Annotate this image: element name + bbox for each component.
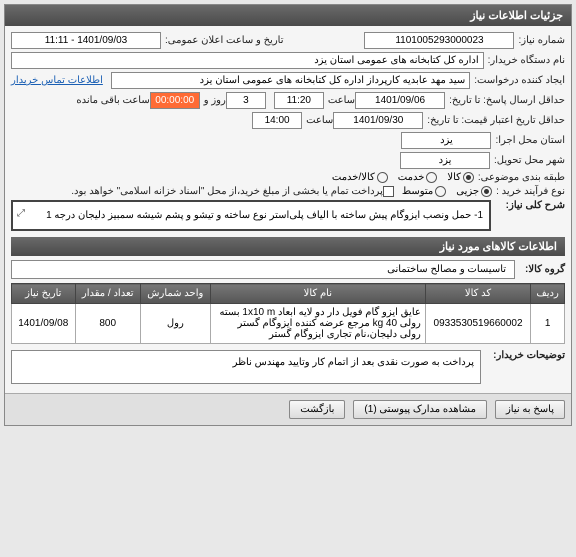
- field-group: تاسیسات و مصالح ساختمانی: [11, 260, 515, 279]
- field-overall-desc: ⤢ 1- حمل ونصب ایزوگام پیش ساخته با الیاف…: [11, 200, 491, 231]
- label-proc: نوع فرآیند خرید :: [496, 186, 565, 197]
- label-need-no: شماره نیاز:: [518, 35, 565, 46]
- label-deadline: حداقل ارسال پاسخ: تا تاریخ:: [449, 95, 565, 106]
- label-requester: ایجاد کننده درخواست:: [474, 75, 565, 86]
- field-validity-date: 1401/09/30: [333, 112, 423, 129]
- contact-link[interactable]: اطلاعات تماس خریدار: [11, 75, 103, 86]
- row-pack: طبقه بندی موضوعی: کالا خدمت کالا/خدمت: [11, 172, 565, 183]
- th-qty: تعداد / مقدار: [75, 284, 140, 304]
- radio-dot-icon: [481, 186, 492, 197]
- field-deliv-city: یزد: [400, 152, 490, 169]
- reply-button[interactable]: پاسخ به نیاز: [495, 400, 565, 419]
- cell-date: 1401/09/08: [12, 304, 76, 344]
- label-hour2: ساعت: [306, 115, 333, 126]
- cell-unit: رول: [140, 304, 210, 344]
- field-deadline-date: 1401/09/06: [355, 92, 445, 109]
- field-validity-time: 14:00: [252, 112, 302, 129]
- row-overall-desc: شرح کلی نیاز: ⤢ 1- حمل ونصب ایزوگام پیش …: [11, 200, 565, 231]
- field-remain: 00:00:00: [150, 92, 200, 109]
- label-ann-date: تاریخ و ساعت اعلان عمومی:: [165, 35, 284, 46]
- field-need-no: 1101005293000023: [364, 32, 514, 49]
- radio-pack-0[interactable]: کالا: [447, 172, 474, 183]
- radio-group-pack: کالا خدمت کالا/خدمت: [332, 172, 474, 183]
- cell-name: عایق ایزو گام فویل دار دو لایه ابعاد 1x1…: [210, 304, 425, 344]
- row-need-ann: شماره نیاز: 1101005293000023 تاریخ و ساع…: [11, 32, 565, 49]
- row-proc: نوع فرآیند خرید : جزیی متوسط پرداخت تمام…: [11, 186, 565, 197]
- field-buyer-notes: پرداخت به صورت نقدی بعد از اتمام کار وتا…: [11, 350, 481, 384]
- field-exec-prov: یزد: [401, 132, 491, 149]
- row-buyer-org: نام دستگاه خریدار: اداره کل کتابخانه های…: [11, 52, 565, 69]
- items-section-header: اطلاعات کالاهای مورد نیاز: [11, 237, 565, 256]
- label-hour1: ساعت: [328, 95, 355, 106]
- radio-pack-2[interactable]: کالا/خدمت: [332, 172, 388, 183]
- radio-dot-icon: [463, 172, 474, 183]
- label-days: روز و: [204, 95, 226, 106]
- row-group: گروه کالا: تاسیسات و مصالح ساختمانی: [11, 260, 565, 279]
- th-name: نام کالا: [210, 284, 425, 304]
- label-remain: ساعت باقی مانده: [76, 95, 149, 106]
- th-idx: ردیف: [531, 284, 565, 304]
- label-validity: حداقل تاریخ اعتبار قیمت: تا تاریخ:: [427, 115, 565, 126]
- label-buyer-org: نام دستگاه خریدار:: [488, 55, 565, 66]
- items-table: ردیف کد کالا نام کالا واحد شمارش تعداد /…: [11, 283, 565, 344]
- field-deadline-time: 11:20: [274, 92, 324, 109]
- row-buyer-notes: توضیحات خریدار: پرداخت به صورت نقدی بعد …: [11, 350, 565, 384]
- radio-proc-1[interactable]: متوسط: [402, 186, 446, 197]
- row-validity: حداقل تاریخ اعتبار قیمت: تا تاریخ: 1401/…: [11, 112, 565, 129]
- panel-title: جزئیات اطلاعات نیاز: [5, 5, 571, 26]
- radio-dot-icon: [435, 186, 446, 197]
- expand-icon[interactable]: ⤢: [17, 206, 25, 221]
- details-panel: جزئیات اطلاعات نیاز شماره نیاز: 11010052…: [4, 4, 572, 426]
- cell-qty: 800: [75, 304, 140, 344]
- cell-idx: 1: [531, 304, 565, 344]
- field-buyer-org: اداره کل کتابخانه های عمومی استان یزد: [11, 52, 484, 69]
- label-deliv-city: شهر محل تحویل:: [494, 155, 565, 166]
- row-exec-prov: استان محل اجرا: یزد: [11, 132, 565, 149]
- footer-buttons: پاسخ به نیاز مشاهده مدارک پیوستی (1) باز…: [5, 393, 571, 425]
- label-overall-desc: شرح کلی نیاز:: [495, 200, 565, 211]
- field-ann-date: 1401/09/03 - 11:11: [11, 32, 161, 49]
- label-pack: طبقه بندی موضوعی:: [478, 172, 565, 183]
- attachments-button[interactable]: مشاهده مدارک پیوستی (1): [353, 400, 487, 419]
- radio-pack-1[interactable]: خدمت: [398, 172, 438, 183]
- label-partpay: پرداخت تمام یا بخشی از مبلغ خرید،از محل …: [71, 186, 383, 197]
- panel-body: شماره نیاز: 1101005293000023 تاریخ و ساع…: [5, 26, 571, 393]
- label-buyer-notes: توضیحات خریدار:: [485, 350, 565, 361]
- radio-proc-0[interactable]: جزیی: [456, 186, 492, 197]
- table-header-row: ردیف کد کالا نام کالا واحد شمارش تعداد /…: [12, 284, 565, 304]
- th-date: تاریخ نیاز: [12, 284, 76, 304]
- label-exec-prov: استان محل اجرا:: [495, 135, 565, 146]
- radio-group-proc: جزیی متوسط: [402, 186, 492, 197]
- checkbox-partpay[interactable]: [383, 186, 394, 197]
- th-unit: واحد شمارش: [140, 284, 210, 304]
- radio-dot-icon: [426, 172, 437, 183]
- th-code: کد کالا: [425, 284, 530, 304]
- row-requester: ایجاد کننده درخواست: سید مهد عابدیه کارپ…: [11, 72, 565, 89]
- radio-dot-icon: [377, 172, 388, 183]
- field-requester: سید مهد عابدیه کارپرداز اداره کل کتابخان…: [111, 72, 470, 89]
- table-row[interactable]: 1 0933530519660002 عایق ایزو گام فویل دا…: [12, 304, 565, 344]
- field-days: 3: [226, 92, 266, 109]
- label-group: گروه کالا:: [525, 264, 565, 275]
- row-deadline: حداقل ارسال پاسخ: تا تاریخ: 1401/09/06 س…: [11, 92, 565, 109]
- row-deliv-city: شهر محل تحویل: یزد: [11, 152, 565, 169]
- cell-code: 0933530519660002: [425, 304, 530, 344]
- back-button[interactable]: بازگشت: [289, 400, 345, 419]
